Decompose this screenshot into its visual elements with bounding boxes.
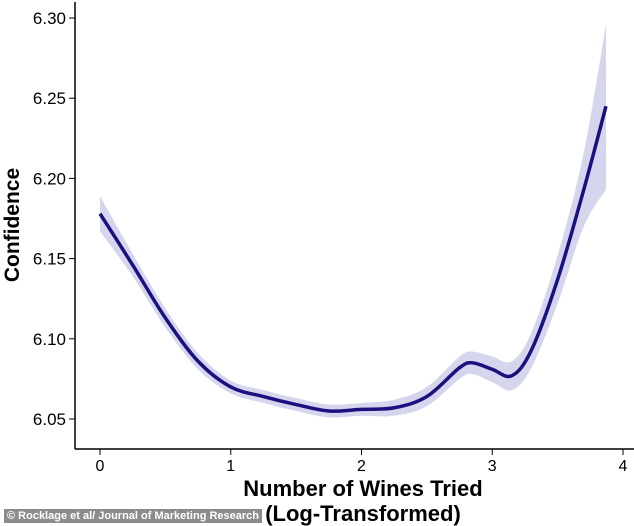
confidence-band [100, 24, 607, 418]
y-tick-label: 6.15 [33, 250, 66, 269]
series-line [98, 105, 608, 413]
y-tick-label: 6.05 [33, 410, 66, 429]
x-tick-label: 3 [488, 458, 497, 475]
x-tick-label: 1 [226, 458, 235, 475]
x-axis-label-line2: (Log-Transformed) [265, 501, 461, 526]
y-tick-label: 6.30 [33, 9, 66, 28]
y-tick-label: 6.20 [33, 169, 66, 188]
y-tick-label: 6.10 [33, 330, 66, 349]
x-tick-label: 2 [357, 458, 366, 475]
y-axis-label: Confidence [1, 168, 24, 282]
credit-watermark: © Rocklage et al/ Journal of Marketing R… [4, 509, 263, 523]
x-axis-label: Number of Wines Tried [243, 476, 482, 501]
y-tick-label: 6.25 [33, 89, 66, 108]
x-tick-label: 0 [96, 458, 105, 475]
x-tick-label: 4 [619, 458, 628, 475]
